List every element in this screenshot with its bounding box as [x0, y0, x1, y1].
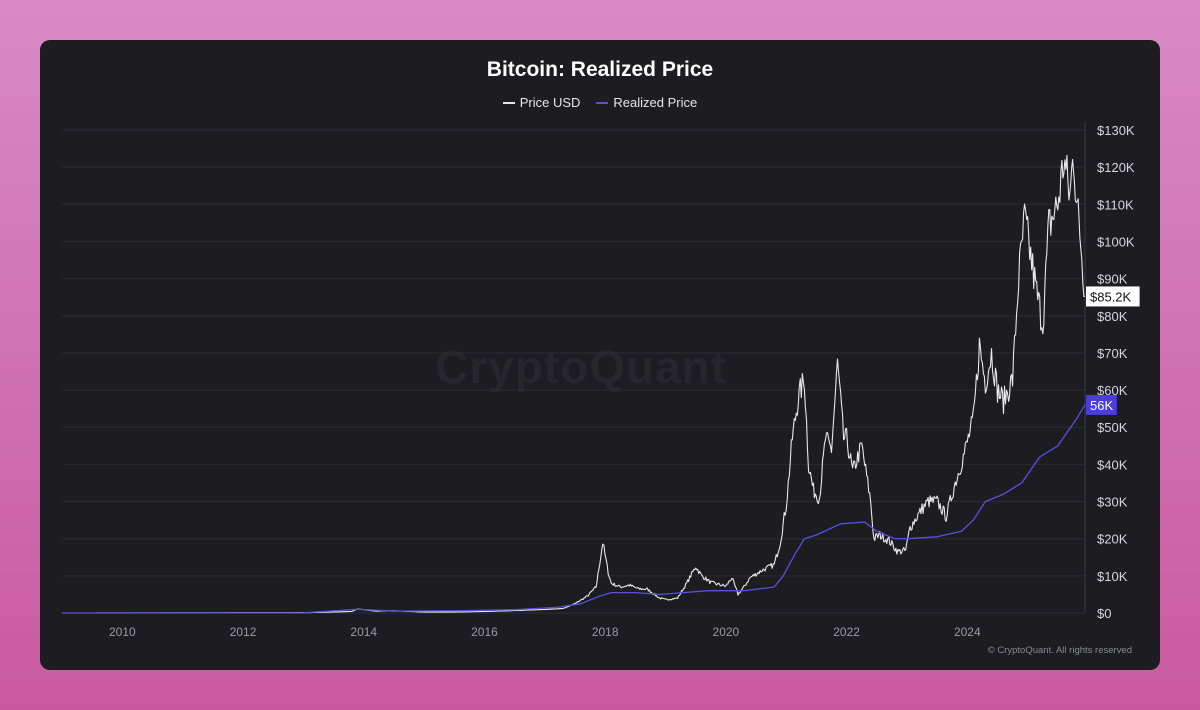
x-tick-label: 2022 — [833, 625, 860, 639]
grid-lines — [62, 129, 1085, 614]
y-tick-label: $120K — [1097, 160, 1135, 175]
x-tick-label: 2010 — [109, 625, 136, 639]
y-tick-label: $70K — [1097, 346, 1128, 361]
series-lines — [61, 154, 1086, 614]
value-badges: $85.2K 56K — [1086, 286, 1140, 415]
x-tick-label: 2016 — [471, 625, 498, 639]
y-tick-label: $50K — [1097, 420, 1128, 435]
y-tick-label: $0 — [1097, 606, 1111, 621]
x-tick-label: 2020 — [713, 625, 740, 639]
x-tick-label: 2014 — [350, 625, 377, 639]
y-tick-label: $60K — [1097, 383, 1128, 398]
y-tick-label: $110K — [1097, 197, 1134, 212]
realized-price-badge-text: 56K — [1090, 398, 1113, 413]
chart-card: Bitcoin: Realized Price Price USD Realiz… — [40, 40, 1160, 670]
y-tick-label: $100K — [1097, 234, 1135, 249]
y-tick-label: $80K — [1097, 309, 1128, 324]
y-tick-label: $10K — [1097, 569, 1128, 584]
x-tick-label: 2018 — [592, 625, 619, 639]
realized-price-line — [61, 404, 1086, 614]
chart-plot: 2010 2012 2014 2016 2018 2020 2022 2024 $0$10K$… — [61, 122, 1140, 639]
y-tick-label: $130K — [1097, 123, 1135, 138]
y-tick-label: $30K — [1097, 495, 1128, 510]
x-tick-label: 2012 — [230, 625, 257, 639]
chart-title: Bitcoin: Realized Price — [486, 58, 714, 81]
legend-swatch-price-usd — [502, 101, 515, 104]
legend-label-realized-price: Realized Price — [613, 95, 698, 110]
price-usd-line — [62, 154, 1085, 614]
legend-item-price-usd[interactable]: Price USD — [502, 95, 581, 110]
legend-label-price-usd: Price USD — [519, 95, 581, 110]
y-tick-label: $90K — [1097, 272, 1128, 287]
watermark: CryptoQuant — [435, 341, 728, 393]
y-axis: $0 $10K $20K $30K $40K $50K $60K $70K $80K $90K $1… — [1084, 122, 1135, 621]
last-price-badge: $85.2K — [1086, 286, 1140, 307]
chart-legend: Price USD Realized Price — [40, 95, 1160, 110]
y-tick-label: $40K — [1097, 457, 1128, 472]
copyright-text: © CryptoQuant. All rights reserved — [987, 645, 1132, 656]
legend-swatch-realized-price — [596, 101, 609, 104]
last-price-badge-text: $85.2K — [1090, 289, 1132, 304]
legend-item-realized-price[interactable]: Realized Price — [596, 95, 697, 110]
x-axis: 2010 2012 2014 2016 2018 2020 2022 2024 — [109, 625, 981, 639]
last-price-badge-bg — [1086, 286, 1140, 307]
x-tick-label: 2024 — [954, 625, 981, 639]
y-tick-label: $20K — [1097, 532, 1128, 547]
realized-price-badge: 56K — [1086, 394, 1117, 415]
realized-price-badge-bg — [1086, 394, 1117, 415]
